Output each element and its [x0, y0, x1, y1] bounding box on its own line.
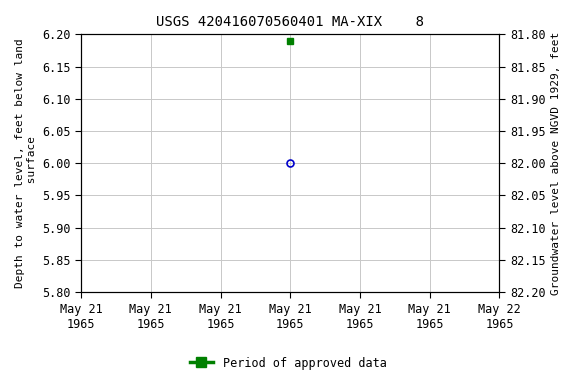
Title: USGS 420416070560401 MA-XIX    8: USGS 420416070560401 MA-XIX 8	[156, 15, 425, 29]
Legend: Period of approved data: Period of approved data	[185, 352, 391, 374]
Y-axis label: Depth to water level, feet below land
 surface: Depth to water level, feet below land su…	[15, 38, 37, 288]
Y-axis label: Groundwater level above NGVD 1929, feet: Groundwater level above NGVD 1929, feet	[551, 31, 561, 295]
